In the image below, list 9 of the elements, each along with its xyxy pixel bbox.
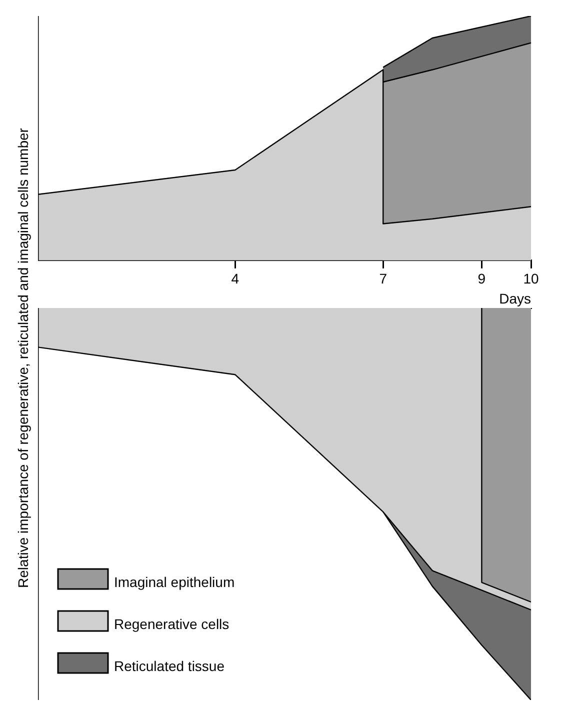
- x-axis-title: Days: [499, 290, 531, 306]
- x-tick-label: 4: [231, 270, 240, 287]
- legend-label: Imaginal epithelium: [114, 574, 235, 590]
- y-axis-title: Relative importance of regenerative, reticulated and imaginal cells number: [15, 128, 31, 588]
- legend-label: Reticulated tissue: [114, 658, 225, 674]
- x-tick-label: 9: [478, 270, 486, 287]
- legend-label: Regenerative cells: [114, 616, 230, 632]
- x-tick-label: 10: [523, 270, 539, 287]
- x-tick-label: 7: [379, 270, 388, 287]
